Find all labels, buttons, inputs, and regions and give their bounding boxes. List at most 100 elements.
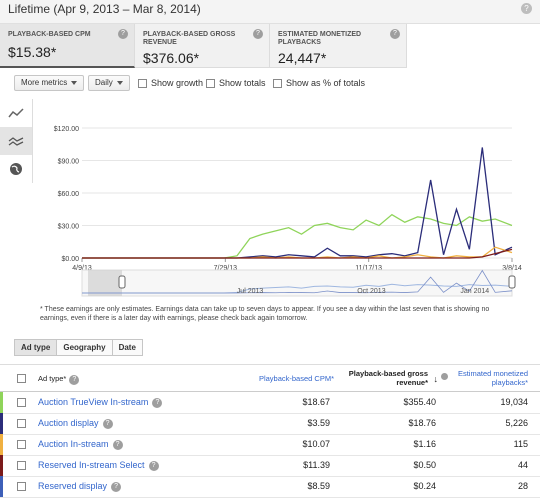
page-title: Lifetime (Apr 9, 2013 – Mar 8, 2014) [8,2,201,16]
help-icon[interactable]: ? [253,29,263,39]
row-cpm: $3.59 [307,418,330,428]
row-ad-type-link[interactable]: Auction In-stream? [38,439,123,450]
show-percent-checkbox[interactable]: Show as % of totals [273,78,365,88]
line-chart[interactable]: $120.00 $90.00 $60.00 $30.00 $0.00 4/9/13 7/2… [34,118,530,302]
checkbox-box[interactable] [273,78,282,88]
series-color-bar [0,392,3,413]
chart-type-sidebar [0,99,33,183]
metric-label: ESTIMATED MONETIZED PLAYBACKS [278,31,362,46]
column-header-label: Ad type* [38,374,67,383]
metric-label: PLAYBACK-BASED GROSS REVENUE [143,31,236,46]
help-icon[interactable]: ? [148,460,159,471]
navigator-series-2 [82,269,513,294]
column-header-ad-type[interactable]: Ad type*? [38,374,80,385]
range-handle[interactable] [508,275,516,289]
row-revenue: $0.50 [413,460,436,470]
table-row[interactable]: Auction display? $3.59 $18.76 5,226 [0,413,540,435]
interval-dropdown[interactable]: Daily [88,75,130,91]
help-icon[interactable]: ? [102,418,113,429]
earnings-note: * These earnings are only estimates. Ear… [40,306,490,322]
row-ad-type-label: Reserved display [38,481,108,491]
column-header-playbacks[interactable]: Estimated monetized playbacks* [457,369,528,387]
table-header: Ad type*? Playback-based CPM* Playback-b… [0,364,540,392]
row-playbacks: 28 [517,481,528,491]
table-row[interactable]: Auction In-stream? $10.07 $1.16 115 [0,434,540,456]
map-chart-button[interactable] [0,155,32,183]
help-icon[interactable]: ? [111,481,122,492]
more-metrics-button[interactable]: More metrics [14,75,85,91]
y-tick-label: $60.00 [58,191,80,198]
metric-value: $15.38* [8,44,57,60]
chevron-down-icon [116,80,123,85]
navigator-label: Jul 2013 [237,288,264,295]
range-navigator [81,269,513,297]
row-playbacks: 5,226 [505,418,528,428]
row-ad-type-link[interactable]: Auction display? [38,418,113,429]
select-all-checkbox[interactable] [17,374,26,383]
series-line-3 [82,248,513,259]
chevron-down-icon [71,80,78,85]
table-row[interactable]: Reserved In-stream Select? $11.39 $0.50 44 [0,455,540,477]
column-header-cpm[interactable]: Playback-based CPM* [258,374,334,383]
show-growth-label: Show growth [151,78,204,88]
help-icon[interactable]: ? [118,29,128,39]
metric-card-revenue[interactable]: PLAYBACK-BASED GROSS REVENUE $376.06* ? [135,24,270,68]
series-color-bar [0,413,3,434]
checkbox-box[interactable] [206,78,215,88]
series-line-2 [82,246,513,259]
row-checkbox[interactable] [17,461,26,470]
help-icon[interactable]: ? [69,375,80,385]
report-header: Lifetime (Apr 9, 2013 – Mar 8, 2014) ? [0,0,540,24]
help-icon[interactable]: ? [390,29,400,39]
row-ad-type-label: Auction TrueView In-stream [38,397,149,407]
metric-card-playbacks[interactable]: ESTIMATED MONETIZED PLAYBACKS 24,447* ? [270,24,407,68]
row-ad-type-label: Auction display [38,418,99,428]
y-tick-label: $0.00 [61,256,79,263]
row-cpm: $18.67 [302,397,330,407]
dimension-tabs: Ad type Geography Date [14,339,143,356]
show-totals-label: Show totals [219,78,266,88]
line-chart-button[interactable] [0,99,32,127]
x-tick-label: 7/29/13 [214,265,237,272]
row-ad-type-label: Reserved In-stream Select [38,460,145,470]
globe-icon [10,163,22,175]
row-cpm: $8.59 [307,481,330,491]
metric-value: 24,447* [278,50,327,66]
more-metrics-label: More metrics [21,78,68,87]
y-tick-label: $90.00 [58,159,80,166]
tab-date[interactable]: Date [111,339,143,356]
row-checkbox[interactable] [17,440,26,449]
tab-ad-type[interactable]: Ad type [14,339,58,356]
show-growth-checkbox[interactable]: Show growth [138,78,203,88]
range-handle[interactable] [118,275,126,289]
help-icon[interactable] [441,373,448,380]
row-checkbox[interactable] [17,398,26,407]
table-row[interactable]: Auction TrueView In-stream? $18.67 $355.40… [0,392,540,414]
metric-value: $376.06* [143,50,200,66]
checkbox-box[interactable] [138,78,147,88]
metric-label: PLAYBACK-BASED CPM [8,31,91,38]
row-ad-type-link[interactable]: Auction TrueView In-stream? [38,397,163,408]
row-checkbox[interactable] [17,419,26,428]
metric-card-cpm[interactable]: PLAYBACK-BASED CPM $15.38* ? [0,24,135,68]
show-percent-label: Show as % of totals [286,78,366,88]
row-ad-type-link[interactable]: Reserved In-stream Select? [38,460,159,471]
line-chart-icon [8,108,24,118]
multi-line-chart-button[interactable] [0,127,32,155]
row-revenue: $0.24 [413,481,436,491]
help-icon[interactable]: ? [521,3,532,14]
row-ad-type-link[interactable]: Reserved display? [38,481,122,492]
series-color-bar [0,434,3,455]
show-totals-checkbox[interactable]: Show totals [206,78,266,88]
table-row[interactable]: Reserved display? $8.59 $0.24 28 [0,476,540,498]
help-icon[interactable]: ? [112,439,123,450]
row-playbacks: 115 [513,439,528,449]
chart-toolbar: More metrics Daily Show growth Show tota… [0,68,540,98]
row-checkbox[interactable] [17,482,26,491]
help-icon[interactable]: ? [152,397,163,408]
x-tick-label: 11/17/13 [355,265,382,272]
column-header-revenue[interactable]: Playback-based gross revenue* [340,369,428,387]
tab-geography[interactable]: Geography [56,339,113,356]
row-cpm: $11.39 [303,460,330,470]
x-tick-label: 3/8/14 [502,265,522,272]
